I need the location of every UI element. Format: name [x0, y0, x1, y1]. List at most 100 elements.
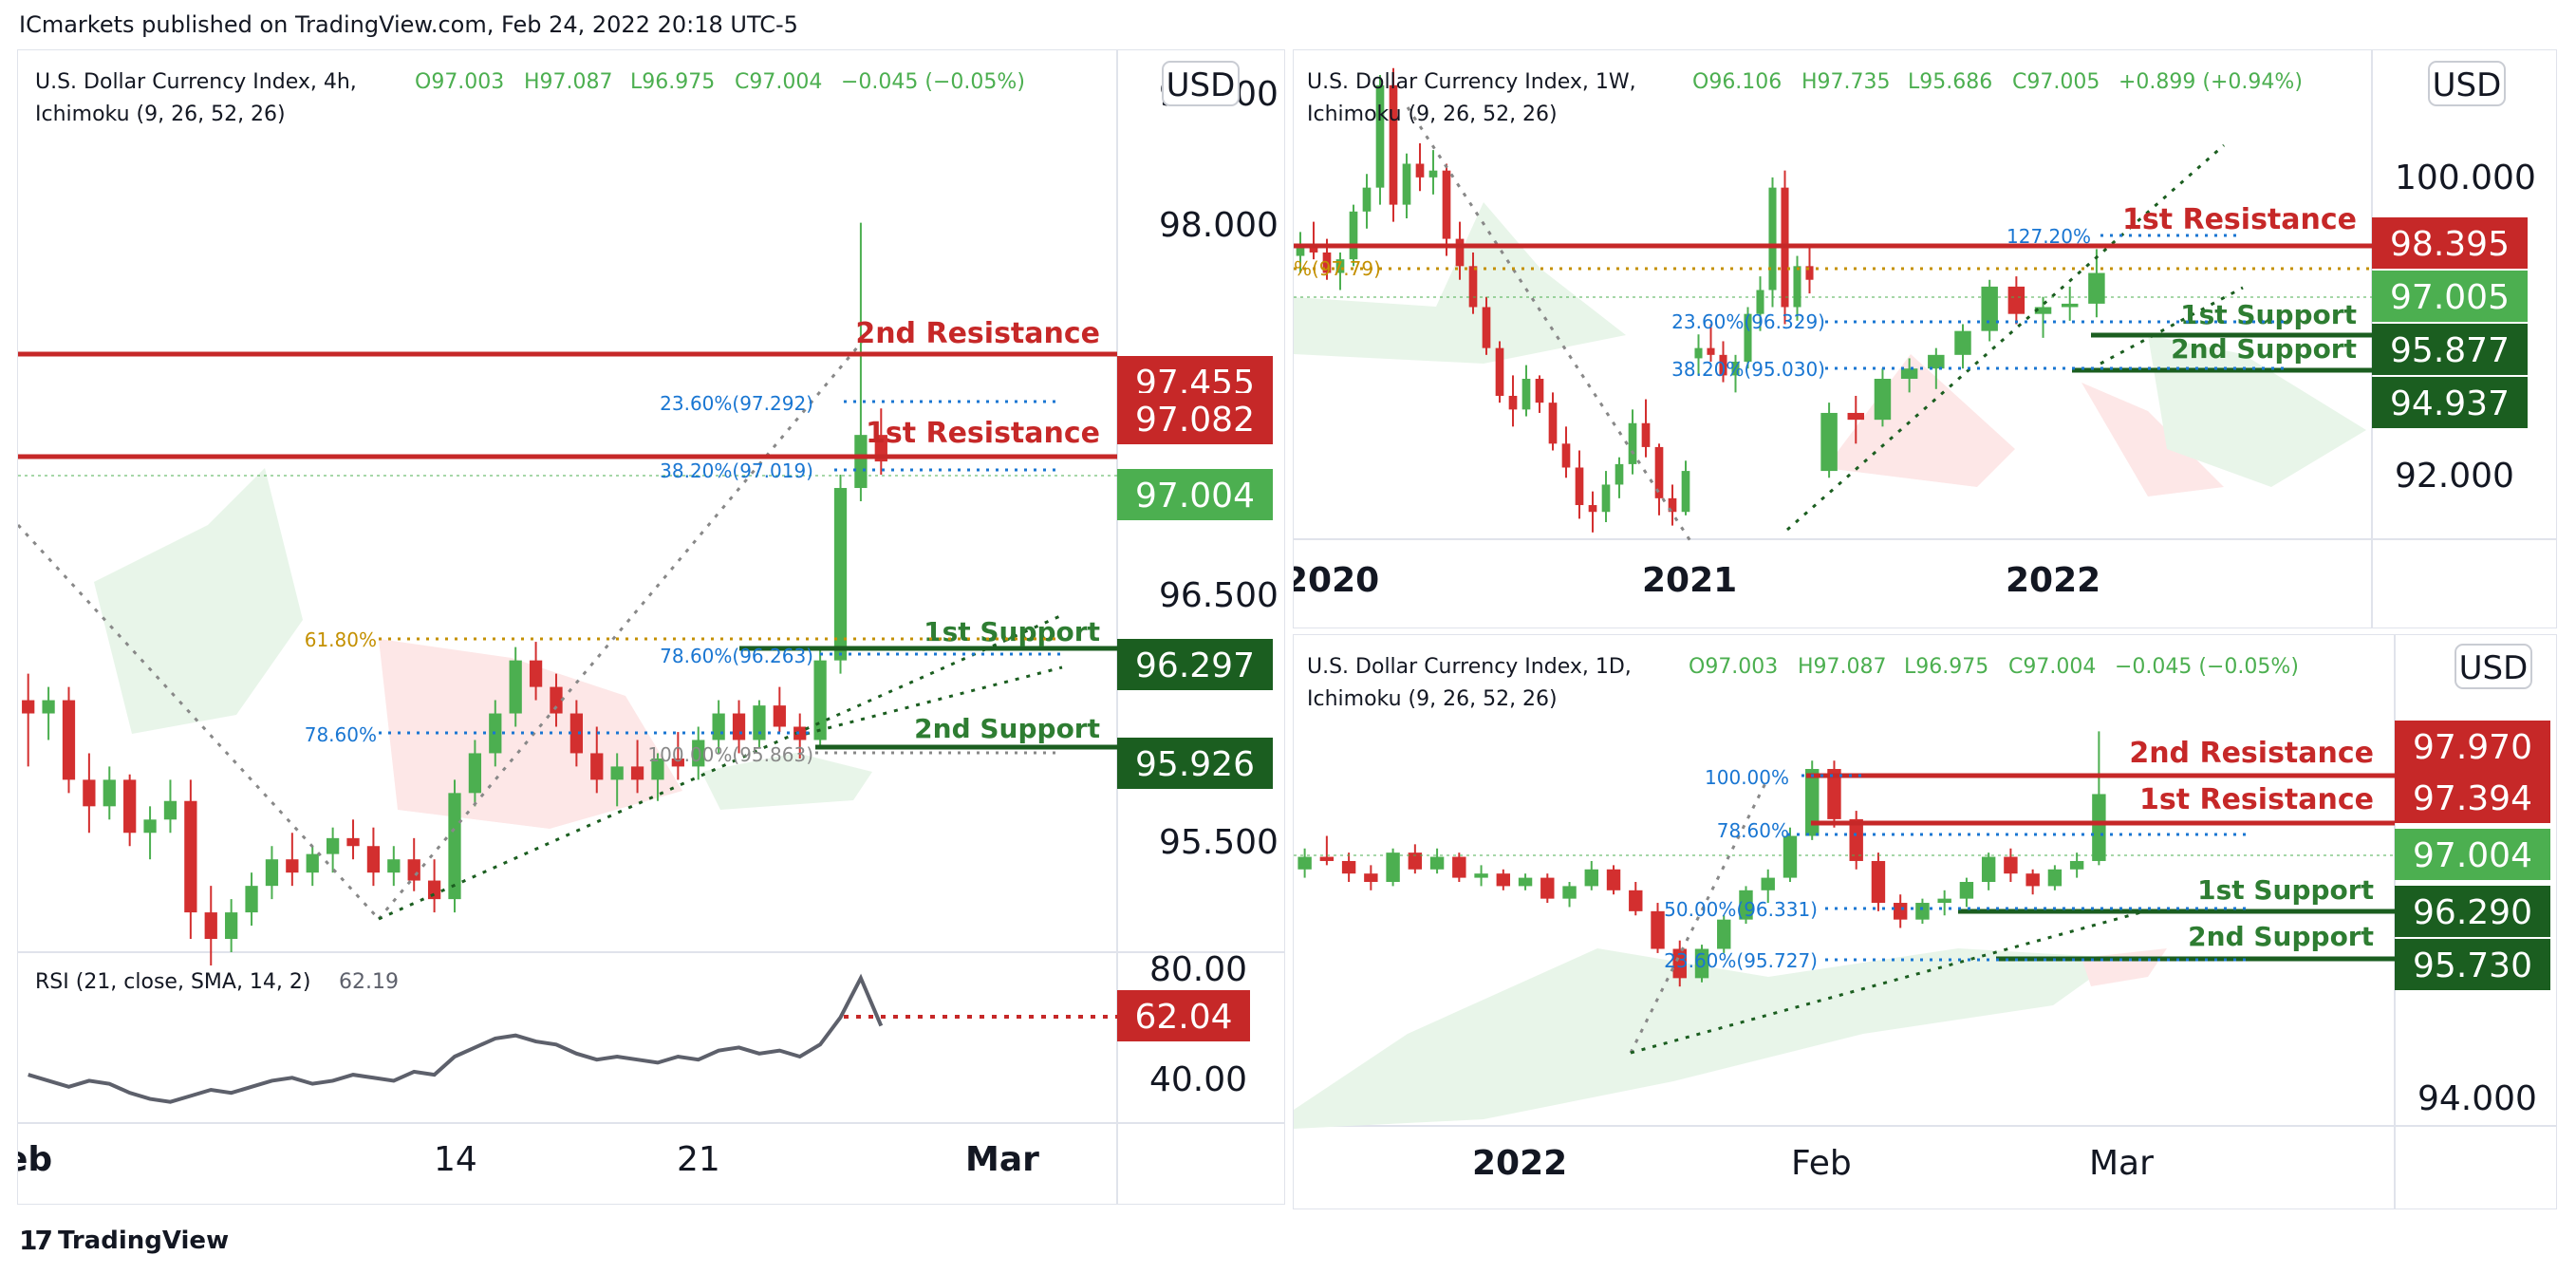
chart-1d-canvas[interactable]: 2nd Resistance 1st Resistance 1st Support 2… — [1294, 635, 2556, 1208]
symbol-title: U.S. Dollar Currency Index, 1W, — [1307, 70, 1636, 94]
indicator-label: Ichimoku (9, 26, 52, 26) — [1307, 687, 1558, 711]
price-candle — [103, 779, 116, 807]
price-candle — [1739, 890, 1753, 920]
price-candle — [1548, 403, 1558, 444]
price-candle — [712, 713, 725, 740]
fib-100: 100.00%(95.863) — [647, 743, 813, 766]
trend-down-line — [18, 523, 381, 921]
price-candle — [1389, 84, 1398, 205]
level-name-s1: 1st Support — [2197, 874, 2374, 906]
time-tick: eb — [18, 1140, 52, 1179]
price-candle — [1849, 818, 1863, 861]
ohlc-l: L96.975 — [1904, 655, 1988, 679]
price-b-candle — [1981, 286, 1998, 331]
price-candle — [1717, 919, 1731, 949]
price-candle — [671, 759, 684, 767]
level-name-s2: 2nd Support — [2171, 333, 2357, 365]
time-tick: 2021 — [1642, 561, 1737, 600]
price-label-current: 97.004 — [1135, 477, 1255, 515]
tradingview-brand: TradingView — [57, 1226, 230, 1255]
ascending-support-line — [1630, 909, 2149, 1055]
level-name-r1: 1st Resistance — [2139, 783, 2374, 816]
price-candle — [1386, 852, 1400, 882]
chart-panel-1w[interactable]: 1st Resistance 1st Support 2nd Support %(97… — [1293, 49, 2557, 628]
price-candle — [1508, 395, 1518, 410]
price-candle — [1783, 835, 1798, 878]
price-candle — [1474, 873, 1488, 878]
price-candle — [590, 753, 604, 780]
fib-7860: 78.60% — [1717, 819, 1789, 842]
price-candle — [123, 779, 137, 834]
level-name-r1: 1st Resistance — [2122, 203, 2357, 236]
rsi-price-label-bg — [1117, 990, 1250, 1041]
ichimoku-cloud-red-2 — [2081, 383, 2224, 496]
symbol-title: U.S. Dollar Currency Index, 4h, — [35, 70, 357, 94]
price-candle — [2092, 794, 2106, 861]
price-c-candle — [1756, 290, 1764, 314]
price-candle — [1629, 890, 1643, 911]
price-tick: 98.000 — [1159, 206, 1279, 245]
rsi-tick-40: 40.00 — [1149, 1060, 1247, 1099]
price-candle — [1561, 443, 1571, 468]
fib-2360: 23.60%(96.329) — [1671, 310, 1825, 333]
rsi-title: RSI (21, close, SMA, 14, 2) — [35, 970, 311, 994]
price-candle — [1654, 446, 1664, 498]
price-candle — [184, 800, 197, 913]
price-b-candle — [1874, 379, 1892, 421]
currency-box — [2455, 644, 2532, 689]
price-candle — [346, 837, 360, 847]
price-candle — [773, 705, 786, 727]
ichimoku-cloud-green — [1294, 202, 1626, 364]
price-candle — [1349, 211, 1358, 260]
price-label-s2: 95.730 — [2413, 946, 2532, 985]
chart-4h-canvas[interactable]: 2nd Resistance 1st Resistance 1st Support 2… — [18, 50, 1284, 1204]
time-tick: Feb — [1791, 1144, 1852, 1183]
rsi-tick-80: 80.00 — [1149, 950, 1247, 989]
price-candle — [1827, 769, 1841, 819]
chart-panel-4h[interactable]: 2nd Resistance 1st Resistance 1st Support 2… — [17, 49, 1285, 1205]
currency-box — [2428, 61, 2506, 106]
price-candle — [651, 759, 664, 780]
price-candle — [1429, 856, 1445, 870]
price-b-candle — [1847, 412, 1865, 421]
price-c-candle — [1694, 347, 1703, 359]
price-candle — [42, 700, 55, 714]
price-label-s2-bg — [1117, 738, 1273, 789]
price-label-current: 97.004 — [2413, 836, 2532, 875]
fib-anchor-line — [377, 334, 869, 920]
price-candle — [1452, 856, 1466, 878]
price-candle — [550, 686, 563, 714]
price-c-candle — [1805, 266, 1814, 280]
price-candle — [387, 859, 401, 873]
price-tick: 100.000 — [2395, 159, 2536, 197]
price-label-r1: 98.395 — [2390, 225, 2510, 264]
price-candle — [83, 779, 96, 807]
fib-2360: 23.60%(95.727) — [1664, 949, 1818, 972]
price-candle — [468, 753, 482, 794]
fib-100: 100.00% — [1705, 766, 1789, 789]
price-candle — [326, 837, 340, 854]
price-candle — [529, 660, 543, 687]
price-candle — [2047, 869, 2063, 887]
price-c-candle — [1793, 266, 1801, 308]
price-label-s2-bg — [2395, 939, 2550, 990]
price-label-s1: 95.877 — [2390, 331, 2510, 370]
price-candle — [1584, 869, 1598, 887]
price-tick: 92.000 — [2395, 457, 2514, 496]
price-candle — [1468, 266, 1478, 308]
price-candle — [1375, 84, 1385, 188]
ichimoku-cloud-green-2 — [2148, 335, 2366, 487]
price-candle — [753, 705, 766, 740]
price-candle — [62, 700, 76, 780]
price-candle — [1668, 497, 1677, 513]
price-candle — [143, 819, 157, 834]
price-label-s2: 95.926 — [1135, 745, 1255, 784]
price-b-candle — [1954, 330, 1971, 355]
tradingview-footer[interactable]: 17 TradingView — [19, 1225, 229, 1256]
chart-panel-1d[interactable]: 2nd Resistance 1st Resistance 1st Support 2… — [1293, 634, 2557, 1209]
price-candle — [1535, 379, 1544, 403]
level-name-r1: 1st Resistance — [866, 417, 1100, 450]
ohlc-h: H97.087 — [524, 70, 613, 94]
price-candle — [1496, 873, 1511, 887]
